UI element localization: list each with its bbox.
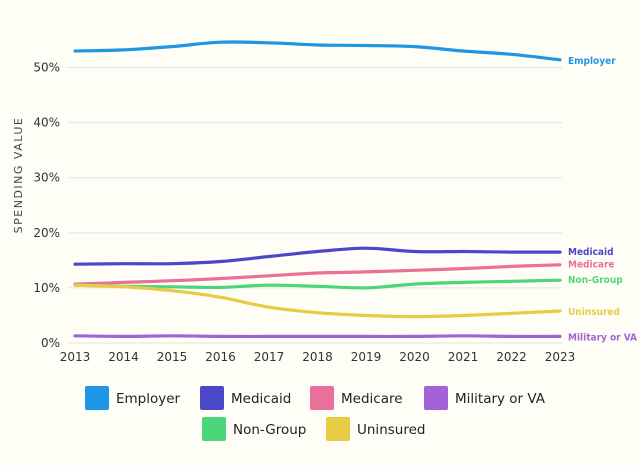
legend-swatch — [424, 386, 448, 410]
legend-swatch — [85, 386, 109, 410]
series-line-medicare — [73, 263, 562, 286]
series-line-uninsured — [73, 283, 562, 319]
end-labels: Employer Medicaid Medicare Non-Group Uninsur… — [568, 56, 637, 344]
x-tick-label: 2020 — [399, 350, 430, 364]
y-tick-label: 50% — [33, 61, 60, 75]
y-axis-label: SPENDING VALUE — [12, 117, 25, 234]
series-lines — [73, 40, 562, 339]
end-label-medicaid: Medicaid — [568, 247, 614, 258]
x-tick-label: 2017 — [254, 350, 285, 364]
series-line-military-or-va — [73, 334, 562, 339]
legend-label: Medicaid — [231, 391, 291, 407]
legend-swatch — [326, 417, 350, 441]
y-tick-label: 30% — [33, 171, 60, 185]
x-tick-label: 2023 — [545, 350, 576, 364]
y-tick-label: 20% — [33, 226, 60, 240]
end-label-non-group: Non-Group — [568, 275, 623, 286]
legend-item-employer: Employer — [85, 386, 181, 410]
end-label-military-or-va: Military or VA — [568, 332, 637, 343]
x-tick-label: 2019 — [351, 350, 382, 364]
series-line-non-group — [73, 278, 562, 290]
legend-label: Employer — [116, 391, 181, 407]
end-label-employer: Employer — [568, 56, 616, 67]
x-tick-label: 2021 — [448, 350, 479, 364]
legend-swatch — [310, 386, 334, 410]
x-tick-label: 2014 — [108, 350, 139, 364]
legend-item-military-or-va: Military or VA — [424, 386, 546, 410]
x-tick-label: 2015 — [157, 350, 188, 364]
legend-item-medicare: Medicare — [310, 386, 403, 410]
y-ticks: 0% 10% 20% 30% 40% 50% — [33, 61, 60, 350]
legend-label: Non-Group — [233, 422, 306, 438]
series-line-medicaid — [73, 246, 562, 266]
legend-label: Medicare — [341, 391, 403, 407]
x-tick-label: 2018 — [302, 350, 333, 364]
x-tick-label: 2013 — [60, 350, 91, 364]
grid — [68, 67, 562, 344]
legend: Employer Medicaid Medicare Military or VA No… — [85, 386, 546, 441]
y-tick-label: 0% — [41, 336, 60, 350]
legend-label: Military or VA — [455, 391, 546, 407]
legend-swatch — [200, 386, 224, 410]
legend-item-medicaid: Medicaid — [200, 386, 291, 410]
series-line-employer — [73, 40, 562, 62]
legend-item-uninsured: Uninsured — [326, 417, 425, 441]
y-tick-label: 40% — [33, 116, 60, 130]
x-ticks: 2013 2014 2015 2016 2017 2018 2019 2020 2021 2022… — [60, 350, 576, 364]
x-tick-label: 2016 — [205, 350, 236, 364]
y-tick-label: 10% — [33, 281, 60, 295]
legend-item-non-group: Non-Group — [202, 417, 306, 441]
legend-label: Uninsured — [357, 422, 425, 438]
legend-swatch — [202, 417, 226, 441]
end-label-uninsured: Uninsured — [568, 307, 620, 318]
x-tick-label: 2022 — [496, 350, 527, 364]
end-label-medicare: Medicare — [568, 260, 615, 271]
